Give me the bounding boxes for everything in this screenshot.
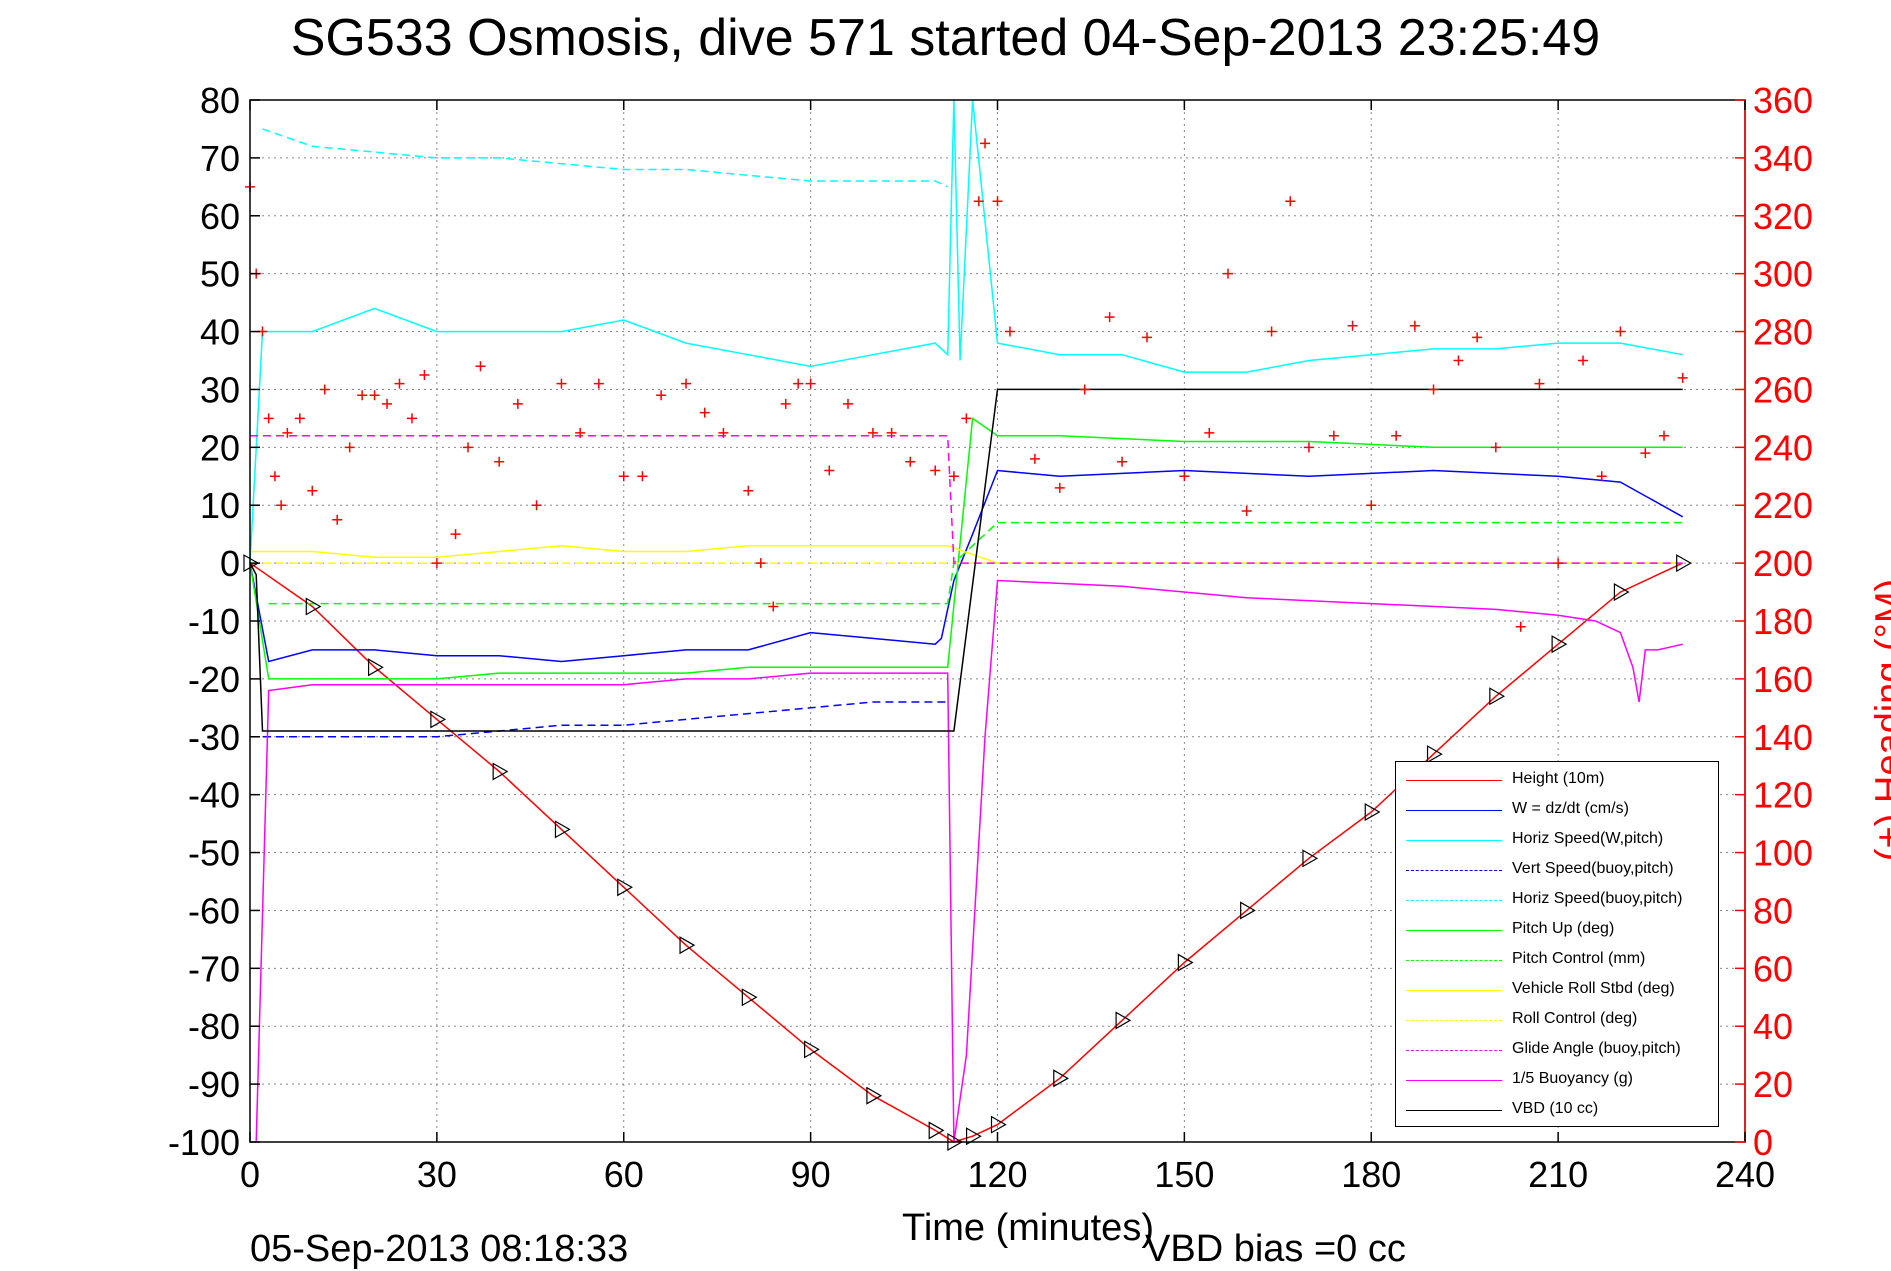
legend-label: VBD (10 cc) xyxy=(1512,1100,1598,1118)
right-y-tick-label: 0 xyxy=(1753,1122,1773,1163)
legend-swatch xyxy=(1406,1020,1502,1021)
y-tick-label: -30 xyxy=(188,717,240,758)
y-tick-label: 60 xyxy=(200,196,240,237)
legend-entry: 1/5 Buoyancy (g) xyxy=(1396,1066,1718,1096)
x-tick-label: 120 xyxy=(967,1154,1027,1195)
y-tick-label: -60 xyxy=(188,890,240,931)
y-tick-label: -70 xyxy=(188,948,240,989)
right-y-tick-label: 20 xyxy=(1753,1064,1793,1105)
right-y-tick-label: 60 xyxy=(1753,948,1793,989)
y-tick-label: 40 xyxy=(200,312,240,353)
legend-entry: Height (10m) xyxy=(1396,766,1718,796)
legend-label: Roll Control (deg) xyxy=(1512,1010,1637,1028)
x-tick-label: 90 xyxy=(791,1154,831,1195)
legend-swatch xyxy=(1406,840,1502,841)
legend-entry: VBD (10 cc) xyxy=(1396,1096,1718,1126)
legend-label: Horiz Speed(W,pitch) xyxy=(1512,830,1663,848)
y-tick-label: 20 xyxy=(200,427,240,468)
y-tick-label: -10 xyxy=(188,601,240,642)
timestamp-label: 05-Sep-2013 08:18:33 xyxy=(250,1228,628,1271)
y-tick-label: -50 xyxy=(188,833,240,874)
chart-title: SG533 Osmosis, dive 571 started 04-Sep-2… xyxy=(0,8,1891,68)
legend-label: 1/5 Buoyancy (g) xyxy=(1512,1070,1633,1088)
x-tick-label: 30 xyxy=(417,1154,457,1195)
x-tick-label: 60 xyxy=(604,1154,644,1195)
right-y-tick-label: 260 xyxy=(1753,369,1813,410)
y-tick-label: 50 xyxy=(200,254,240,295)
legend: Height (10m) W = dz/dt (cm/s) Horiz Speed(… xyxy=(1395,761,1719,1127)
legend-entry: Horiz Speed(W,pitch) xyxy=(1396,826,1718,856)
legend-entry: W = dz/dt (cm/s) xyxy=(1396,796,1718,826)
x-tick-label: 210 xyxy=(1528,1154,1588,1195)
y-tick-label: 10 xyxy=(200,485,240,526)
x-tick-label: 180 xyxy=(1341,1154,1401,1195)
right-y-tick-label: 140 xyxy=(1753,717,1813,758)
right-y-tick-label: 280 xyxy=(1753,312,1813,353)
right-y-tick-label: 40 xyxy=(1753,1006,1793,1047)
legend-label: Horiz Speed(buoy,pitch) xyxy=(1512,890,1682,908)
right-y-tick-label: 80 xyxy=(1753,890,1793,931)
right-y-tick-label: 240 xyxy=(1753,427,1813,468)
legend-swatch xyxy=(1406,1050,1502,1051)
right-y-tick-label: 120 xyxy=(1753,775,1813,816)
legend-entry: Horiz Speed(buoy,pitch) xyxy=(1396,886,1718,916)
y-tick-label: 70 xyxy=(200,138,240,179)
legend-swatch xyxy=(1406,930,1502,931)
legend-label: W = dz/dt (cm/s) xyxy=(1512,800,1629,818)
legend-entry: Vehicle Roll Stbd (deg) xyxy=(1396,976,1718,1006)
right-y-tick-label: 180 xyxy=(1753,601,1813,642)
right-y-tick-label: 100 xyxy=(1753,833,1813,874)
y-tick-label: 30 xyxy=(200,369,240,410)
legend-label: Glide Angle (buoy,pitch) xyxy=(1512,1040,1681,1058)
y-tick-label: 80 xyxy=(200,80,240,121)
right-y-tick-label: 340 xyxy=(1753,138,1813,179)
x-axis-label: Time (minutes) xyxy=(902,1207,1154,1250)
right-y-tick-label: 360 xyxy=(1753,80,1813,121)
vbd-bias-label: VBD bias =0 cc xyxy=(1145,1228,1406,1271)
legend-label: Vehicle Roll Stbd (deg) xyxy=(1512,980,1675,998)
x-tick-label: 0 xyxy=(240,1154,260,1195)
right-y-tick-label: 220 xyxy=(1753,485,1813,526)
y-tick-label: -80 xyxy=(188,1006,240,1047)
legend-swatch xyxy=(1406,870,1502,871)
legend-swatch xyxy=(1406,900,1502,901)
legend-label: Pitch Up (deg) xyxy=(1512,920,1614,938)
right-y-tick-label: 160 xyxy=(1753,659,1813,700)
legend-swatch xyxy=(1406,1110,1502,1111)
legend-entry: Pitch Up (deg) xyxy=(1396,916,1718,946)
right-y-tick-label: 300 xyxy=(1753,254,1813,295)
y-tick-label: -100 xyxy=(168,1122,240,1163)
legend-entry: Vert Speed(buoy,pitch) xyxy=(1396,856,1718,886)
right-y-tick-label: 200 xyxy=(1753,543,1813,584)
legend-label: Vert Speed(buoy,pitch) xyxy=(1512,860,1674,878)
legend-label: Pitch Control (mm) xyxy=(1512,950,1645,968)
legend-entry: Glide Angle (buoy,pitch) xyxy=(1396,1036,1718,1066)
right-y-tick-label: 320 xyxy=(1753,196,1813,237)
y-tick-label: 0 xyxy=(220,543,240,584)
y-tick-label: -40 xyxy=(188,775,240,816)
legend-swatch xyxy=(1406,990,1502,991)
x-tick-label: 150 xyxy=(1154,1154,1214,1195)
right-y-axis-label: (+) Heading (°M) xyxy=(1869,579,1891,861)
legend-entry: Roll Control (deg) xyxy=(1396,1006,1718,1036)
legend-swatch xyxy=(1406,960,1502,961)
y-tick-label: -90 xyxy=(188,1064,240,1105)
legend-swatch xyxy=(1406,810,1502,811)
legend-swatch xyxy=(1406,780,1502,781)
legend-entry: Pitch Control (mm) xyxy=(1396,946,1718,976)
legend-label: Height (10m) xyxy=(1512,770,1604,788)
legend-swatch xyxy=(1406,1080,1502,1081)
y-tick-label: -20 xyxy=(188,659,240,700)
